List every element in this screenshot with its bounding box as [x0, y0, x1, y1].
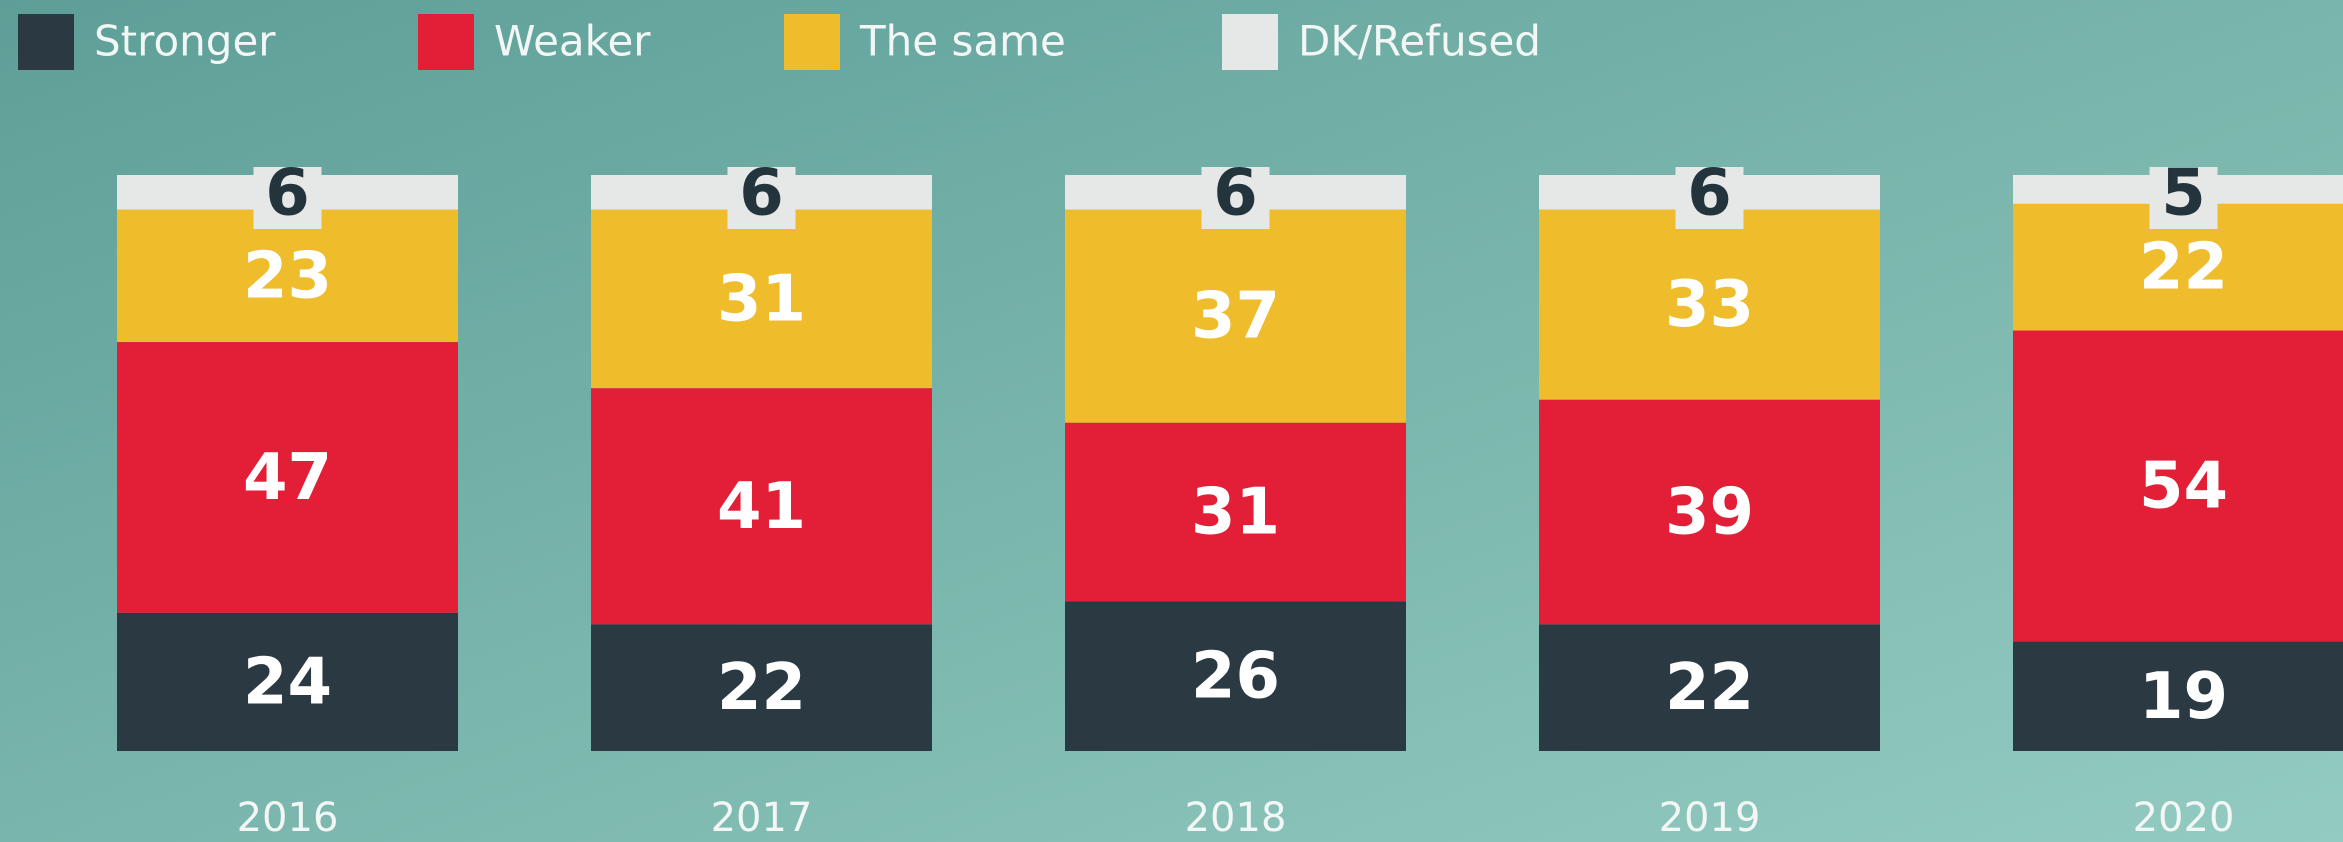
bar-segment [591, 388, 932, 625]
data-label: 24 [243, 645, 332, 719]
data-label: 5 [2161, 157, 2206, 231]
data-label: 39 [1665, 476, 1754, 550]
data-label: 6 [1687, 157, 1732, 231]
data-label: 37 [1191, 280, 1280, 354]
data-label: 23 [243, 239, 332, 313]
data-label: 41 [717, 470, 806, 544]
data-label: 6 [265, 157, 310, 231]
bar-segment [591, 209, 932, 389]
data-label: 47 [243, 441, 332, 515]
legend-label: The same [859, 17, 1066, 66]
legend-swatch [784, 14, 840, 70]
x-tick-label: 2020 [2133, 795, 2235, 841]
legend-label: DK/Refused [1298, 17, 1541, 66]
bar-segment [1539, 624, 1880, 751]
bar-segment [1539, 209, 1880, 400]
data-label: 22 [2139, 231, 2228, 305]
bar-segment [2013, 641, 2343, 751]
x-tick-label: 2019 [1659, 795, 1761, 841]
legend-swatch [1222, 14, 1278, 70]
data-label: 6 [739, 157, 784, 231]
legend-swatch [18, 14, 74, 70]
bar-segment [2013, 330, 2343, 642]
x-tick-label: 2017 [711, 795, 813, 841]
bar-segment [1539, 399, 1880, 625]
data-label: 33 [1665, 268, 1754, 342]
data-label: 22 [1665, 651, 1754, 725]
legend-label: Weaker [494, 17, 651, 66]
label-box [1675, 167, 1744, 229]
bar-segment [117, 612, 458, 751]
bar-segment [591, 624, 932, 751]
data-label: 26 [1191, 640, 1280, 714]
legend-label: Stronger [94, 17, 276, 66]
data-label: 22 [717, 651, 806, 725]
bar-segment [117, 209, 458, 343]
label-box [2149, 167, 2218, 229]
data-label: 6 [1213, 157, 1258, 231]
bar-segment [117, 342, 458, 613]
data-label: 19 [2139, 660, 2228, 734]
data-label: 31 [1191, 476, 1280, 550]
x-tick-label: 2016 [237, 795, 339, 841]
data-label: 54 [2139, 450, 2228, 524]
bar-segment [1065, 209, 1406, 423]
bar-segment [1065, 422, 1406, 602]
label-box [253, 167, 322, 229]
bar-segment [1065, 601, 1406, 751]
label-box [727, 167, 796, 229]
data-label: 31 [717, 262, 806, 336]
legend-swatch [418, 14, 474, 70]
label-box [1201, 167, 1270, 229]
x-tick-label: 2018 [1185, 795, 1287, 841]
